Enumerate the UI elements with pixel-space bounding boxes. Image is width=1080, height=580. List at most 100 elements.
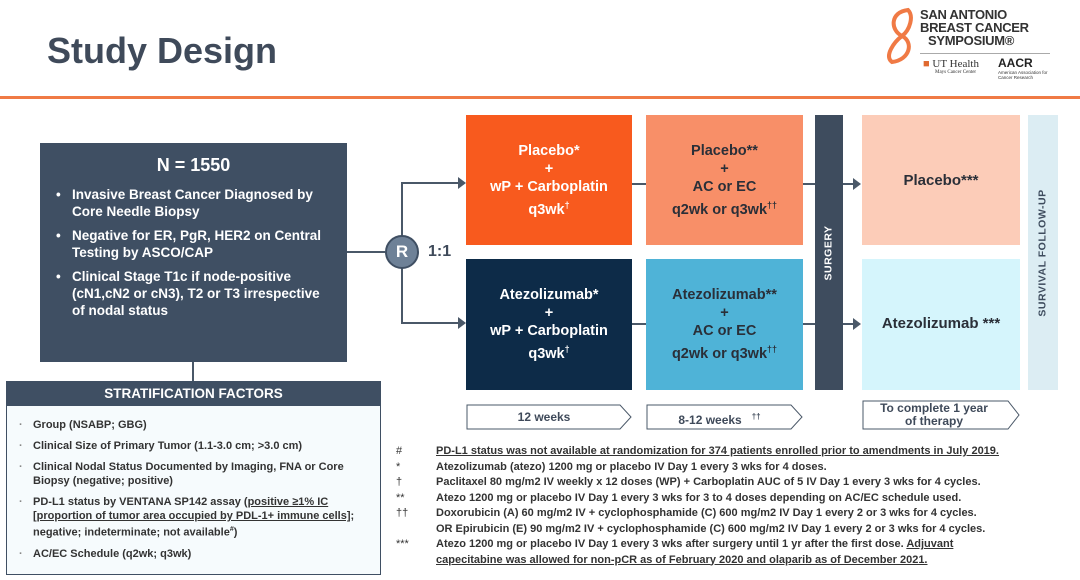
footnote: * Atezolizumab (atezo) 1200 mg or placebo… xyxy=(396,460,1076,476)
footnote-text: Doxorubicin (A) 60 mg/m2 IV + cyclophosp… xyxy=(436,507,977,519)
surgery-label: SURGERY xyxy=(823,224,836,281)
footnote-text: Atezo 1200 mg or placebo IV Day 1 every … xyxy=(436,538,907,550)
strat-item: Clinical Size of Primary Tumor (1.1-3.0 … xyxy=(19,439,372,453)
footnote-symbol: ** xyxy=(396,491,405,504)
arm-text: Atezolizumab** xyxy=(672,287,777,304)
footnote-symbol xyxy=(396,522,436,538)
strat-text: PD-L1 status by VENTANA SP142 assay ( xyxy=(33,496,248,508)
connector-line xyxy=(843,323,855,325)
page-title: Study Design xyxy=(47,30,278,71)
arm-text: Atezolizumab *** xyxy=(881,315,1001,332)
arm-text: AC or EC xyxy=(692,178,757,195)
footnote-mark: †† xyxy=(751,412,761,421)
ut-health-logo: UT Health xyxy=(932,58,979,70)
aacr-logo: AACR xyxy=(998,56,1033,70)
surgery-bar: SURGERY xyxy=(815,115,843,390)
footnote-symbol: *** xyxy=(396,538,409,550)
strat-item: Clinical Nodal Status Documented by Imag… xyxy=(19,460,372,488)
strat-text: ) xyxy=(233,526,238,539)
criterion: Negative for ER, PgR, HER2 on Central Te… xyxy=(56,227,331,261)
arm-text: wP + Carboplatin xyxy=(490,323,608,340)
logo-text: BREAST CANCER xyxy=(920,20,1029,35)
footnote-symbol: † xyxy=(396,476,403,488)
footnote-text: Atezolizumab (atezo) 1200 mg or placebo … xyxy=(436,460,827,473)
footnote: *** Atezo 1200 mg or placebo IV Day 1 eve… xyxy=(396,537,1076,568)
footnote-text: Adjuvant capecitabine was allowed for no… xyxy=(436,538,954,566)
footnote-text: Paclitaxel 80 mg/m2 IV weekly x 12 doses… xyxy=(436,476,981,488)
title-divider xyxy=(0,96,1080,99)
sabcs-logo: SAN ANTONIO BREAST CANCER SYMPOSIUM® ■ U… xyxy=(880,6,1050,90)
timeline-label: 12 weeks xyxy=(517,410,571,424)
arrow-icon xyxy=(853,318,861,330)
connector-line xyxy=(347,251,385,253)
timeline-label: 8-12 weeks xyxy=(678,413,742,427)
footnote-mark: # xyxy=(229,526,234,533)
survival-follow-up-bar: SURVIVAL FOLLOW-UP xyxy=(1028,115,1058,390)
footnote-symbol: * xyxy=(396,460,401,473)
footnote-symbol: # xyxy=(396,445,403,457)
arm-text: Placebo*** xyxy=(903,172,979,189)
arrow-icon xyxy=(458,177,466,189)
footnote-mark: † xyxy=(564,199,570,210)
footnote: OR Epirubicin (E) 90 mg/m2 IV + cyclopho… xyxy=(396,522,1076,538)
arm-text: + xyxy=(720,160,729,177)
logo-text: SYMPOSIUM® xyxy=(928,33,1015,48)
ribbon-logo-icon xyxy=(887,7,913,65)
survival-label: SURVIVAL FOLLOW-UP xyxy=(1037,188,1049,317)
timeline-complete-1-year: To complete 1 year of therapy xyxy=(862,400,1020,430)
strat-text: ; negative; indeterminate; not available xyxy=(33,510,355,539)
footnote: † Paclitaxel 80 mg/m2 IV weekly x 12 dose… xyxy=(396,475,1076,491)
placebo-neoadjuvant-2: Placebo** + AC or EC q2wk or q3wk†† xyxy=(646,115,803,245)
stratification-header: STRATIFICATION FACTORS xyxy=(7,382,380,406)
footnote-mark: †† xyxy=(767,344,778,355)
footnote-text: Atezo 1200 mg or placebo IV Day 1 every … xyxy=(436,491,962,504)
footnote-mark: †† xyxy=(767,199,778,210)
strat-item: AC/EC Schedule (q2wk; q3wk) xyxy=(19,547,372,561)
arrow-icon xyxy=(853,178,861,190)
arm-text: wP + Carboplatin xyxy=(490,178,608,195)
placebo-neoadjuvant-1: Placebo* + wP + Carboplatin q3wk† xyxy=(466,115,632,245)
timeline-8-12-weeks: 8-12 weeks †† xyxy=(646,404,803,430)
connector-line xyxy=(632,183,646,185)
arm-text: Placebo** xyxy=(691,142,758,159)
arm-text: q2wk or q3wk xyxy=(671,345,768,362)
enrollment-box: N = 1550 Invasive Breast Cancer Diagnose… xyxy=(40,143,347,362)
logo-text: SAN ANTONIO xyxy=(920,7,1007,22)
connector-line xyxy=(632,323,646,325)
arrow-icon xyxy=(458,317,466,329)
connector-line xyxy=(803,183,815,185)
arm-text: q3wk xyxy=(528,201,565,218)
sample-size: N = 1550 xyxy=(156,155,231,175)
footnote-mark: † xyxy=(564,344,570,355)
criterion: Invasive Breast Cancer Diagnosed by Core… xyxy=(56,186,331,220)
connector-line xyxy=(803,323,815,325)
criterion: Clinical Stage T1c if node-positive (cN1… xyxy=(56,268,331,319)
arm-text: q3wk xyxy=(528,345,565,362)
randomization-node: R xyxy=(385,235,419,269)
placebo-adjuvant: Placebo*** xyxy=(862,115,1020,245)
footnotes: # PD-L1 status was not available at rando… xyxy=(396,444,1076,568)
arm-text: q2wk or q3wk xyxy=(671,201,768,218)
timeline-12-weeks: 12 weeks xyxy=(466,404,632,430)
connector-line xyxy=(843,183,855,185)
strat-text: positive ≥1% IC [proportion of tumor are… xyxy=(33,496,351,522)
randomization-ratio: 1:1 xyxy=(428,243,452,260)
strat-item: Group (NSABP; GBG) xyxy=(19,418,372,432)
arm-text: AC or EC xyxy=(692,323,757,340)
footnote: ** Atezo 1200 mg or placebo IV Day 1 ever… xyxy=(396,491,1076,507)
footnote-symbol: †† xyxy=(396,507,409,519)
atezo-neoadjuvant-2: Atezolizumab** + AC or EC q2wk or q3wk†† xyxy=(646,259,803,390)
footnote-text: OR Epirubicin (E) 90 mg/m2 IV + cyclopho… xyxy=(436,522,986,535)
arm-text: + xyxy=(544,160,554,177)
atezo-neoadjuvant-1: Atezolizumab* + wP + Carboplatin q3wk† xyxy=(466,259,632,390)
atezo-adjuvant: Atezolizumab *** xyxy=(862,259,1020,390)
logo-text: American Association for Cancer Research xyxy=(998,70,1048,80)
connector-line xyxy=(192,362,194,381)
strat-item: PD-L1 status by VENTANA SP142 assay (pos… xyxy=(19,495,372,540)
arm-text: Placebo* xyxy=(518,142,580,159)
connector-line xyxy=(401,182,461,184)
arm-text: + xyxy=(544,305,554,322)
logo-text: Mays Cancer Center xyxy=(935,70,977,75)
footnote: †† Doxorubicin (A) 60 mg/m2 IV + cyclopho… xyxy=(396,506,1076,522)
arm-text: + xyxy=(720,305,729,322)
